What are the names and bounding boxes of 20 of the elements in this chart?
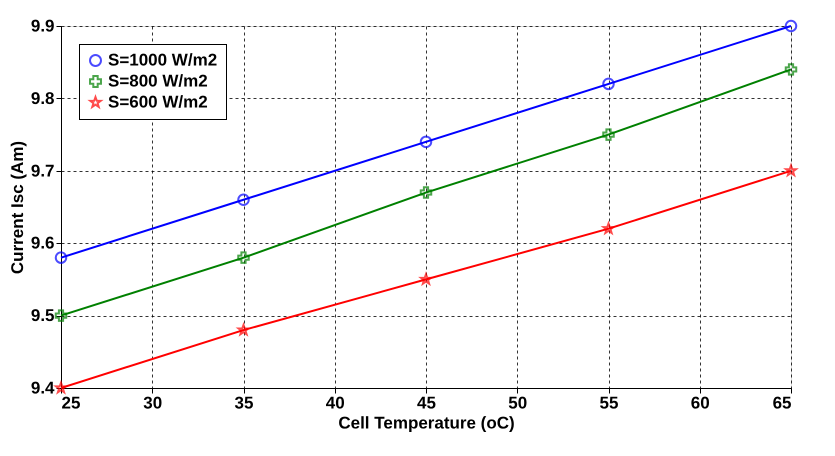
- x-tick-label: 65: [772, 394, 792, 412]
- y-tick-label: 9.9: [30, 16, 54, 36]
- x-tick-label: 40: [326, 394, 345, 412]
- legend-label: S=600 W/m2: [108, 92, 208, 112]
- legend-label: S=1000 W/m2: [108, 50, 218, 70]
- y-axis-title: Current Isc (Am): [8, 140, 27, 274]
- legend-label: S=800 W/m2: [108, 72, 208, 90]
- x-tick-label: 45: [417, 394, 436, 412]
- y-tick-label: 9.6: [30, 234, 54, 253]
- x-tick-label: 60: [690, 394, 710, 412]
- y-tick-label: 9.4: [30, 378, 56, 398]
- x-tick-label: 50: [508, 394, 528, 412]
- x-axis-title: Cell Temperature (oC): [338, 414, 515, 432]
- y-tick-label: 9.5: [30, 306, 54, 326]
- x-tick-label: 30: [143, 394, 162, 412]
- x-tick-label: 35: [234, 394, 254, 412]
- y-tick-label: 9.8: [30, 88, 54, 108]
- x-tick-label: 55: [600, 394, 618, 412]
- y-tick-label: 9.7: [30, 161, 54, 180]
- x-tick-label: 25: [62, 394, 80, 412]
